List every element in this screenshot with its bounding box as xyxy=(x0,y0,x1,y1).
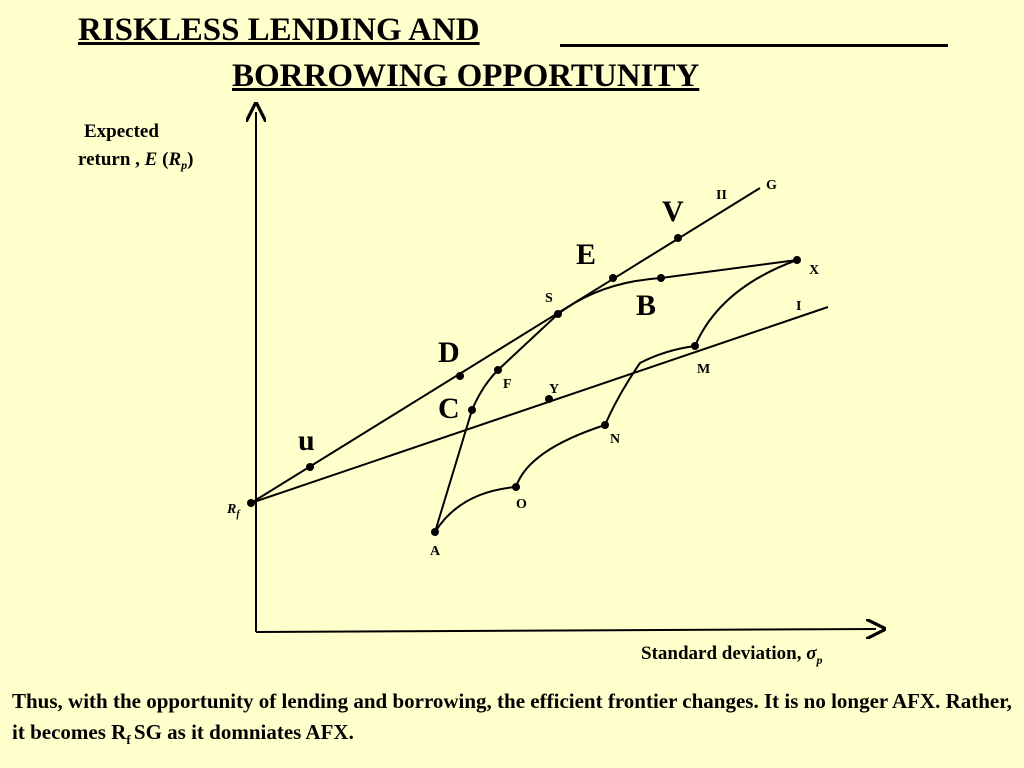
point-c xyxy=(468,406,476,414)
label-ii: II xyxy=(716,188,727,203)
point-y xyxy=(545,395,553,403)
inefficient-curve xyxy=(434,259,798,533)
point-f xyxy=(494,366,502,374)
caption-text: Thus, with the opportunity of lending an… xyxy=(12,689,1012,748)
point-rf xyxy=(247,499,255,507)
point-m xyxy=(691,342,699,350)
point-d xyxy=(456,372,464,380)
label-c: C xyxy=(438,392,460,425)
label-i: I xyxy=(796,299,801,314)
title-line-2: BORROWING OPPORTUNITY xyxy=(232,58,700,94)
point-o xyxy=(512,483,520,491)
point-e xyxy=(609,274,617,282)
label-e: E xyxy=(576,238,596,271)
y-axis-label-line2: return , E (Rp) xyxy=(78,149,193,172)
label-a: A xyxy=(430,544,441,559)
point-b xyxy=(657,274,665,282)
label-x: X xyxy=(809,263,819,278)
label-v: V xyxy=(662,195,684,228)
line-rf-g xyxy=(250,187,761,504)
label-d: D xyxy=(438,336,460,369)
label-m: M xyxy=(697,362,710,377)
title-line-1: RISKLESS LENDING AND xyxy=(78,12,480,48)
point-v xyxy=(674,234,682,242)
point-u xyxy=(306,463,314,471)
point-n xyxy=(601,421,609,429)
label-n: N xyxy=(610,432,620,447)
y-axis-label-line1: Expected xyxy=(84,121,159,142)
label-u: u xyxy=(298,424,315,457)
label-s: S xyxy=(545,291,553,306)
label-o: O xyxy=(516,497,527,512)
risk-return-diagram: Expected return , E (Rp) Standard deviat… xyxy=(78,0,1024,667)
point-s xyxy=(554,310,562,318)
point-a xyxy=(431,528,439,536)
line-rf-i xyxy=(250,306,829,504)
title-underline-extension xyxy=(560,44,948,47)
point-x xyxy=(793,256,801,264)
x-axis xyxy=(255,629,876,632)
label-rf: Rf xyxy=(226,502,241,520)
x-axis-label: Standard deviation, σp xyxy=(641,643,822,667)
label-y: Y xyxy=(549,382,559,397)
label-b: B xyxy=(636,289,656,322)
label-f: F xyxy=(503,377,512,392)
label-g: G xyxy=(766,178,777,193)
